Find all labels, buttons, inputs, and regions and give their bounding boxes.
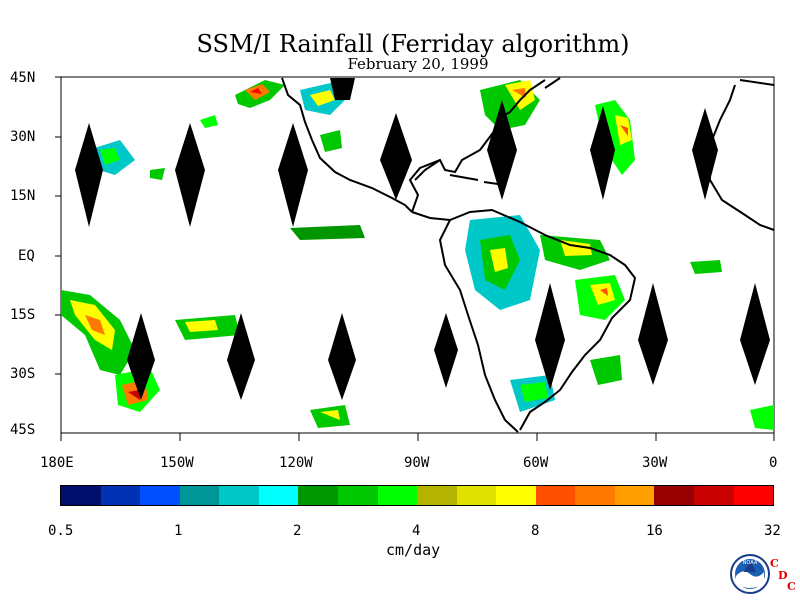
color-swatch-1 — [100, 486, 141, 505]
x-label-180e: 180E — [40, 455, 74, 471]
x-label-30w: 30W — [642, 455, 668, 471]
color-swatch-5 — [258, 486, 299, 505]
color-swatch-4 — [219, 486, 259, 505]
color-swatch-13 — [575, 486, 615, 505]
y-label-30n: 30N — [10, 129, 36, 145]
chart-subtitle: February 20, 1999 — [347, 55, 489, 73]
y-label-15n: 15N — [10, 188, 36, 204]
units-label: cm/day — [386, 541, 441, 559]
x-label-90w: 90W — [404, 455, 430, 471]
color-swatch-6 — [298, 486, 338, 505]
colorbar-label-5: 16 — [646, 523, 663, 539]
cdc-letter-d: D — [778, 569, 788, 582]
color-swatch-17 — [733, 486, 774, 505]
y-label-45n: 45N — [10, 70, 36, 86]
color-swatch-3 — [179, 486, 220, 505]
color-scale-bar — [60, 485, 774, 506]
logo-text: NOAA — [743, 560, 758, 566]
y-label-15s: 15S — [10, 307, 36, 323]
color-swatch-7 — [337, 486, 378, 505]
axis-ticks — [55, 76, 775, 441]
cdc-letter-c1: C — [770, 557, 779, 570]
rainfall-map — [55, 76, 775, 441]
y-label-eq: EQ — [18, 248, 35, 264]
x-label-120w: 120W — [279, 455, 313, 471]
color-swatch-0 — [61, 486, 101, 505]
noaa-logo-icon: NOAA — [730, 554, 770, 594]
color-swatch-15 — [654, 486, 694, 505]
y-label-45s: 45S — [10, 422, 36, 438]
y-label-30s: 30S — [10, 366, 36, 382]
color-swatch-11 — [496, 486, 536, 505]
color-swatch-12 — [535, 486, 576, 505]
color-swatch-9 — [417, 486, 457, 505]
x-label-0: 0 — [769, 455, 778, 471]
color-swatch-10 — [456, 486, 497, 505]
color-swatch-2 — [140, 486, 180, 505]
color-swatch-8 — [377, 486, 418, 505]
colorbar-label-3: 4 — [412, 523, 421, 539]
colorbar-label-4: 8 — [531, 523, 540, 539]
colorbar-label-6: 32 — [764, 523, 781, 539]
x-label-150w: 150W — [160, 455, 194, 471]
data-gaps — [75, 78, 770, 400]
colorbar-label-1: 1 — [174, 523, 183, 539]
colorbar-label-0: 0.5 — [48, 523, 74, 539]
x-label-60w: 60W — [523, 455, 549, 471]
color-swatch-14 — [614, 486, 655, 505]
colorbar-label-2: 2 — [293, 523, 302, 539]
map-frame — [60, 76, 775, 434]
cdc-letter-c2: C — [787, 580, 796, 593]
chart-title: SSM/I Rainfall (Ferriday algorithm) — [196, 30, 630, 58]
color-swatch-16 — [694, 486, 734, 505]
